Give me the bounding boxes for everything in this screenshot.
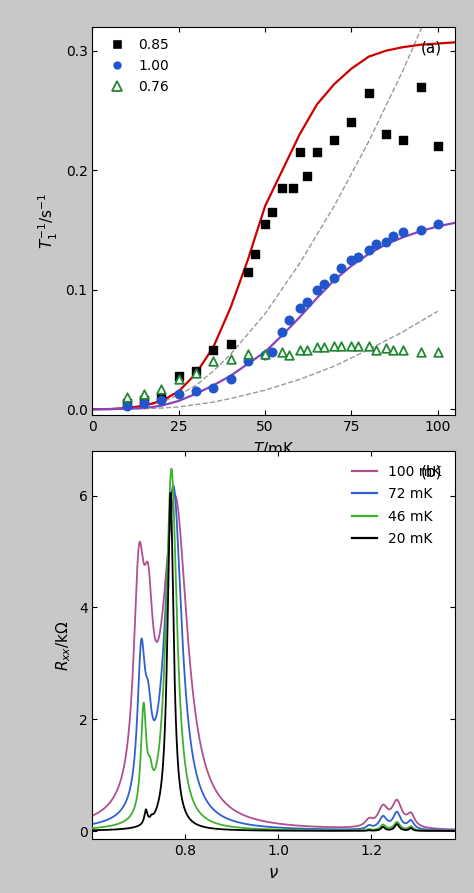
Point — [382, 235, 390, 249]
Point — [400, 342, 407, 356]
Point — [434, 345, 442, 359]
Point — [434, 217, 442, 231]
Point — [123, 396, 131, 411]
Point — [382, 341, 390, 355]
Point — [192, 366, 200, 380]
Point — [417, 79, 424, 94]
Point — [382, 127, 390, 141]
Point — [140, 393, 148, 407]
Point — [279, 181, 286, 196]
Text: (b): (b) — [421, 464, 442, 480]
Point — [192, 363, 200, 378]
Point — [210, 355, 217, 369]
Point — [337, 338, 345, 353]
Point — [296, 342, 303, 356]
Point — [289, 181, 297, 196]
X-axis label: $T$/mK: $T$/mK — [253, 439, 294, 456]
Point — [268, 345, 276, 359]
Point — [303, 342, 310, 356]
Point — [140, 387, 148, 401]
Point — [365, 338, 373, 353]
Point — [400, 225, 407, 239]
Point — [330, 338, 338, 353]
Point — [123, 398, 131, 413]
Y-axis label: $T_1^{-1}$/s$^{-1}$: $T_1^{-1}$/s$^{-1}$ — [37, 193, 60, 249]
Point — [417, 345, 424, 359]
Point — [175, 372, 182, 387]
Point — [158, 390, 165, 405]
Point — [210, 380, 217, 395]
Point — [279, 345, 286, 359]
Point — [365, 86, 373, 100]
Point — [251, 246, 258, 261]
Point — [279, 324, 286, 338]
Point — [347, 115, 355, 129]
Text: (a): (a) — [421, 40, 442, 55]
Point — [296, 146, 303, 160]
Point — [417, 223, 424, 238]
Point — [261, 348, 269, 363]
Point — [285, 348, 293, 363]
Point — [303, 295, 310, 309]
Point — [227, 372, 234, 387]
Point — [313, 282, 321, 296]
Point — [261, 217, 269, 231]
Point — [303, 169, 310, 183]
Point — [123, 390, 131, 405]
Point — [389, 229, 397, 243]
Point — [244, 264, 252, 279]
Point — [313, 146, 321, 160]
Point — [347, 338, 355, 353]
Point — [330, 271, 338, 285]
Point — [372, 342, 379, 356]
Point — [313, 340, 321, 355]
Point — [355, 338, 362, 353]
Point — [244, 347, 252, 362]
Point — [434, 139, 442, 154]
Point — [400, 133, 407, 147]
Point — [365, 243, 373, 257]
Point — [372, 238, 379, 252]
Point — [285, 313, 293, 327]
Point — [227, 352, 234, 366]
Legend: 100 mK, 72 mK, 46 mK, 20 mK: 100 mK, 72 mK, 46 mK, 20 mK — [345, 458, 448, 553]
Point — [227, 337, 234, 351]
Point — [158, 382, 165, 396]
Point — [320, 340, 328, 355]
Point — [175, 387, 182, 401]
Point — [389, 342, 397, 356]
Point — [210, 342, 217, 356]
Y-axis label: $R_{xx}$/k$\Omega$: $R_{xx}$/k$\Omega$ — [55, 620, 73, 671]
Point — [158, 393, 165, 407]
Point — [355, 250, 362, 264]
Point — [320, 277, 328, 291]
Point — [296, 301, 303, 315]
X-axis label: $\nu$: $\nu$ — [268, 864, 279, 881]
Point — [337, 261, 345, 275]
Point — [330, 133, 338, 147]
Point — [140, 396, 148, 411]
Point — [347, 253, 355, 267]
Point — [244, 355, 252, 369]
Point — [268, 204, 276, 219]
Legend: 0.85, 1.00, 0.76: 0.85, 1.00, 0.76 — [100, 34, 173, 98]
Point — [261, 347, 269, 362]
Point — [192, 384, 200, 398]
Point — [175, 369, 182, 383]
